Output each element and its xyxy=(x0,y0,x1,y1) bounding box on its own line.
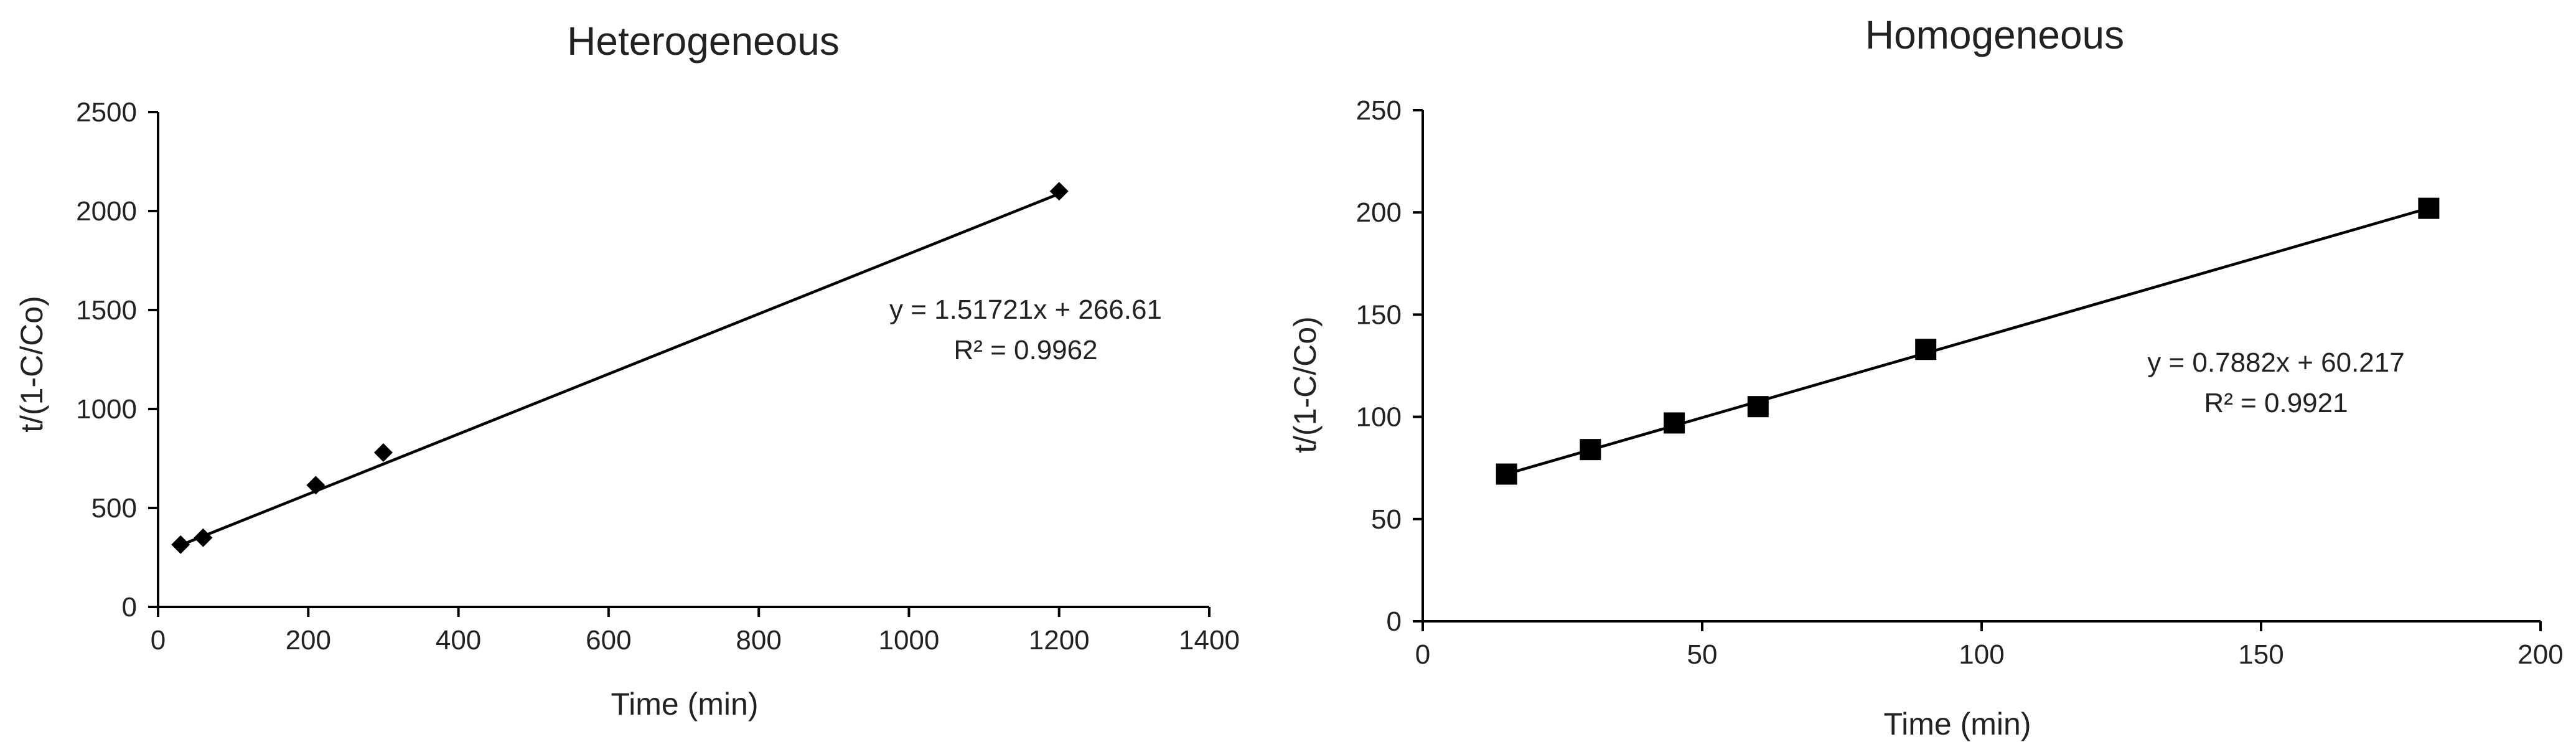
data-markers xyxy=(1496,197,2440,485)
trendline-equation: y = 1.51721x + 266.61 xyxy=(889,294,1162,325)
x-tick-label: 600 xyxy=(586,625,631,656)
trendline xyxy=(1506,207,2430,476)
data-point-square xyxy=(1580,439,1601,461)
data-point-square xyxy=(2418,197,2440,219)
x-tick-label: 400 xyxy=(436,625,481,656)
x-tick-label: 1200 xyxy=(1029,625,1090,656)
data-point-square xyxy=(1664,412,1685,434)
x-tick-label: 800 xyxy=(736,625,781,656)
y-tick-label: 1500 xyxy=(76,295,137,326)
x-axis-label: Time (min) xyxy=(611,687,758,721)
x-axis-label: Time (min) xyxy=(1883,707,2031,741)
x-tick-label: 200 xyxy=(286,625,331,656)
data-point-diamond xyxy=(306,476,326,495)
x-tick-label: 50 xyxy=(1687,639,1718,670)
y-tick-label: 250 xyxy=(1356,95,1402,126)
y-tick-label: 200 xyxy=(1356,197,1402,228)
y-tick-label: 500 xyxy=(91,493,137,524)
y-tick-label: 1000 xyxy=(76,394,137,425)
heterogeneous-chart: Heterogeneous Time (min) t/(1-C/Co) 0 200… xyxy=(14,19,1240,721)
y-axis-label: t/(1-C/Co) xyxy=(1288,316,1323,453)
x-tick-label: 100 xyxy=(1959,639,2004,670)
y-tick-label: 50 xyxy=(1371,504,1402,535)
data-point-diamond xyxy=(171,535,190,554)
trendline-r-squared: R² = 0.9962 xyxy=(953,335,1097,365)
chart-title: Homogeneous xyxy=(1865,12,2124,57)
data-point-square xyxy=(1747,396,1769,418)
data-point-diamond xyxy=(1049,182,1069,201)
y-tick-label: 2500 xyxy=(76,97,137,128)
data-markers xyxy=(171,182,1069,554)
y-tick-label: 2000 xyxy=(76,196,137,227)
x-tick-label: 150 xyxy=(2238,639,2283,670)
x-tick-label: 200 xyxy=(2517,639,2563,670)
chart-title: Heterogeneous xyxy=(567,19,840,63)
y-tick-label: 0 xyxy=(122,592,137,623)
data-point-diamond xyxy=(194,528,213,547)
y-axis-label: t/(1-C/Co) xyxy=(14,296,49,432)
y-tick-label: 150 xyxy=(1356,299,1402,330)
y-tick-label: 0 xyxy=(1387,606,1402,637)
axis-ticks: 0 50 100 150 200 0 50 100 150 200 250 xyxy=(1356,95,2564,670)
x-tick-label: 0 xyxy=(1415,639,1430,670)
data-point-square xyxy=(1915,339,1937,360)
trendline-equation: y = 0.7882x + 60.217 xyxy=(2147,347,2404,378)
data-point-square xyxy=(1496,463,1517,485)
homogeneous-chart: Homogeneous Time (min) t/(1-C/Co) 0 50 100… xyxy=(1288,12,2564,741)
axis-ticks: 0 200 400 600 800 1000 1200 1400 0 500 1000 1500 200… xyxy=(76,97,1240,656)
trendline-r-squared: R² = 0.9921 xyxy=(2204,388,2348,418)
data-point-diamond xyxy=(373,443,393,462)
x-tick-label: 1400 xyxy=(1179,625,1240,656)
x-tick-label: 0 xyxy=(151,625,166,656)
y-tick-label: 100 xyxy=(1356,402,1402,433)
x-tick-label: 1000 xyxy=(878,625,939,656)
trendline xyxy=(180,192,1060,547)
